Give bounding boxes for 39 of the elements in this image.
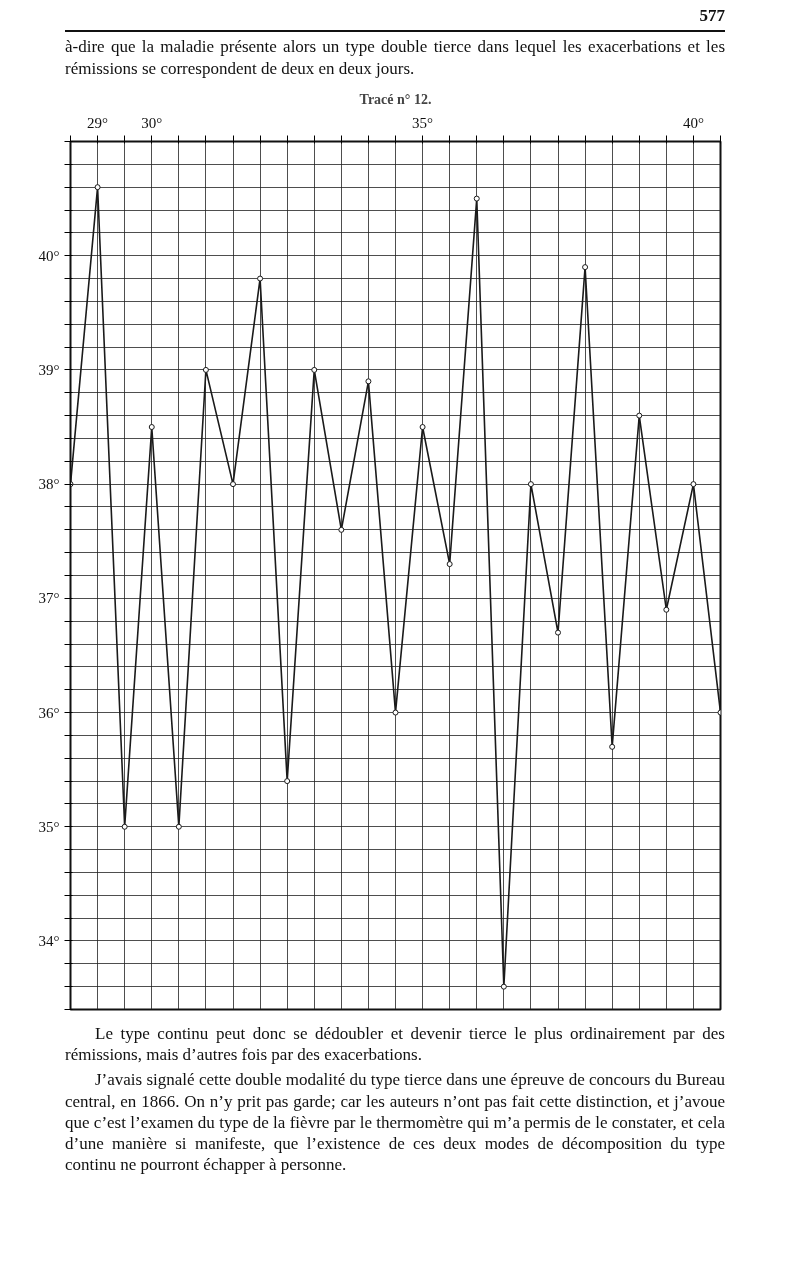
y-tick-label: 34° xyxy=(38,932,60,949)
point xyxy=(446,560,453,567)
point xyxy=(555,629,561,636)
text: 577 xyxy=(698,5,725,27)
point xyxy=(663,606,670,613)
y-tick-label: 37° xyxy=(38,590,60,607)
chart-subtitle: à-dire que la maladie présente alors un type double tierce dans lequel les exacerbations et les rémissions se correspondent de deux en deux jours. xyxy=(65,36,725,79)
point xyxy=(500,983,507,990)
point xyxy=(338,526,345,533)
point xyxy=(473,195,480,202)
y-tick-label: 36° xyxy=(38,704,60,721)
y-tick-label: 40° xyxy=(38,247,60,264)
y-tick-label: 35° xyxy=(38,818,60,835)
x-tick-label: 35° xyxy=(412,114,434,131)
chart-title: Tracé n° 12. xyxy=(359,91,432,107)
point xyxy=(527,480,534,487)
point xyxy=(121,823,128,830)
point xyxy=(230,480,236,487)
point xyxy=(257,275,264,282)
point xyxy=(365,378,372,385)
point xyxy=(392,709,399,716)
y-tick-label: 39° xyxy=(38,361,60,378)
point xyxy=(175,823,182,830)
point xyxy=(690,480,697,487)
point xyxy=(284,777,291,784)
point xyxy=(636,412,643,419)
text: J’avais signalé cette double modalité du type tierce dans une épreuve de concours du Bureau central, en 1866. On n’y prit pas garde; car les auteurs n’ont pas fait cette distinction, et j’avoue que c’est l’examen du type de la fièvre par le thermomètre qui m’a permis de le constater, et cela d’une manière si manifeste, que l’existence de ces deux modes de décomposition du type continu ne pourront échapper à personne. xyxy=(65,1069,725,1176)
x-tick-label: 29° xyxy=(87,114,109,131)
point xyxy=(582,263,589,270)
x-tick-label: 40° xyxy=(682,114,704,131)
point xyxy=(202,366,209,373)
point xyxy=(419,423,426,430)
text: Le type continu peut donc se dédoubler et devenir tierce le plus ordinairement par des rémissions, mais d’autres fois par des exacerbations. xyxy=(65,1022,725,1066)
point xyxy=(148,423,155,430)
x-tick-label: 30° xyxy=(141,114,163,131)
point xyxy=(311,366,318,373)
point xyxy=(609,743,616,750)
y-tick-label: 38° xyxy=(38,475,60,492)
point xyxy=(94,183,101,190)
